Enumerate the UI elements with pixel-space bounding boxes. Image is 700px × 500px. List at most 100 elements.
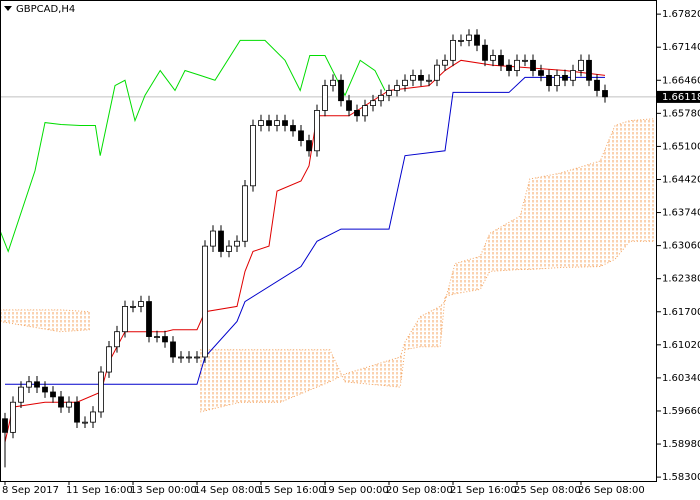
candle-body bbox=[418, 75, 424, 81]
x-tick-label: 25 Sep 08:00 bbox=[514, 485, 581, 496]
candle-body bbox=[322, 85, 328, 111]
x-tick-label: 20 Sep 08:00 bbox=[386, 485, 453, 496]
candle-body bbox=[410, 75, 416, 81]
candle-body bbox=[82, 421, 88, 424]
x-tick-label: 11 Sep 16:00 bbox=[66, 485, 133, 496]
candle-body bbox=[266, 120, 272, 126]
x-tick-label: 26 Sep 08:00 bbox=[578, 485, 645, 496]
candle-body bbox=[354, 110, 360, 117]
y-tick-label: 1.65780 bbox=[662, 108, 700, 119]
y-tick-label: 1.67140 bbox=[662, 42, 700, 53]
candle-body bbox=[490, 55, 496, 61]
candle-body bbox=[578, 59, 584, 71]
candle-body bbox=[474, 34, 480, 46]
candle-body bbox=[514, 59, 520, 71]
candle-body bbox=[2, 418, 8, 433]
chart-title: GBPCAD,H4 bbox=[16, 4, 75, 15]
candle-body bbox=[522, 59, 528, 62]
candle-body bbox=[442, 59, 448, 66]
candle-body bbox=[66, 401, 72, 408]
cloud-edge bbox=[0, 118, 656, 413]
cloud-fill bbox=[200, 118, 655, 412]
y-tick-label: 1.66460 bbox=[662, 75, 700, 86]
y-tick-label: 1.63740 bbox=[662, 208, 700, 219]
candle-body bbox=[538, 70, 544, 76]
main-layer: 1.67820 1.67140 1.66460 1.65780 1.65100 1.644… bbox=[0, 9, 700, 496]
candle-body bbox=[106, 346, 112, 373]
candle-body bbox=[186, 356, 192, 359]
candle-body bbox=[402, 79, 408, 87]
candle-body bbox=[394, 85, 400, 91]
candle-body bbox=[178, 356, 184, 359]
candle-body bbox=[346, 100, 352, 111]
candle-body bbox=[242, 185, 248, 242]
candle-body bbox=[450, 39, 456, 61]
y-tick-label: 1.58980 bbox=[662, 439, 700, 450]
candle-body bbox=[130, 306, 136, 308]
candle-body bbox=[594, 79, 600, 91]
plot-frame bbox=[0, 0, 657, 482]
candle-body bbox=[586, 59, 592, 81]
candle-body bbox=[146, 301, 152, 337]
candle-body bbox=[210, 230, 216, 247]
candle-body bbox=[282, 120, 288, 126]
candle-body bbox=[74, 401, 80, 423]
x-tick-label: 8 Sep 2017 bbox=[2, 485, 59, 496]
x-tick-label: 13 Sep 00:00 bbox=[130, 485, 197, 496]
candle-body bbox=[194, 356, 200, 359]
candle-body bbox=[506, 64, 512, 71]
candle-body bbox=[18, 386, 24, 403]
y-tick-label: 1.65100 bbox=[662, 141, 700, 152]
candle-body bbox=[554, 75, 560, 87]
x-tick-label: 19 Sep 00:00 bbox=[322, 485, 389, 496]
y-tick-label: 1.59660 bbox=[662, 406, 700, 417]
candle-body bbox=[202, 245, 208, 358]
y-tick-label: 1.61700 bbox=[662, 307, 700, 318]
x-tick-label: 14 Sep 08:00 bbox=[194, 485, 261, 496]
candle-body bbox=[50, 391, 56, 398]
candle-body bbox=[458, 39, 464, 42]
candle-body bbox=[250, 125, 256, 187]
indicator-line bbox=[5, 76, 605, 385]
candle-body bbox=[290, 125, 296, 132]
y-tick-label: 1.61020 bbox=[662, 340, 700, 351]
candle-body bbox=[378, 94, 384, 102]
candle-body bbox=[562, 75, 568, 81]
candle-body bbox=[114, 331, 120, 348]
candle-body bbox=[298, 130, 304, 141]
candle-body bbox=[370, 100, 376, 106]
candle-body bbox=[170, 341, 176, 358]
candle-body bbox=[42, 386, 48, 393]
x-tick-label: 21 Sep 16:00 bbox=[450, 485, 517, 496]
candle-body bbox=[426, 79, 432, 82]
candle-body bbox=[98, 371, 104, 413]
candle-body bbox=[162, 336, 168, 343]
candle-body bbox=[362, 105, 368, 117]
y-tick-label: 1.64420 bbox=[662, 174, 700, 185]
y-tick-label: 1.62380 bbox=[662, 274, 700, 285]
cloud-fill bbox=[0, 309, 90, 332]
candle-body bbox=[90, 411, 96, 423]
candle-body bbox=[570, 70, 576, 81]
candle-body bbox=[138, 301, 144, 307]
last-price-box bbox=[657, 90, 700, 103]
cloud-edge bbox=[0, 240, 655, 388]
candle-body bbox=[330, 79, 336, 87]
candle-body bbox=[498, 55, 504, 66]
candle-body bbox=[10, 401, 16, 433]
y-tick-label: 1.58300 bbox=[662, 472, 700, 483]
candle-body bbox=[314, 110, 320, 152]
y-tick-label: 1.63060 bbox=[662, 241, 700, 252]
candle-body bbox=[338, 79, 344, 102]
last-price-label: 1.66118 bbox=[662, 92, 700, 103]
candle-body bbox=[386, 90, 392, 96]
candle-body bbox=[226, 245, 232, 252]
candle-body bbox=[26, 381, 32, 388]
y-tick-label: 1.60340 bbox=[662, 373, 700, 384]
menu-triangle[interactable] bbox=[4, 6, 12, 11]
candle-body bbox=[122, 306, 128, 333]
cloud-layer bbox=[0, 118, 656, 413]
candle-body bbox=[530, 59, 536, 71]
